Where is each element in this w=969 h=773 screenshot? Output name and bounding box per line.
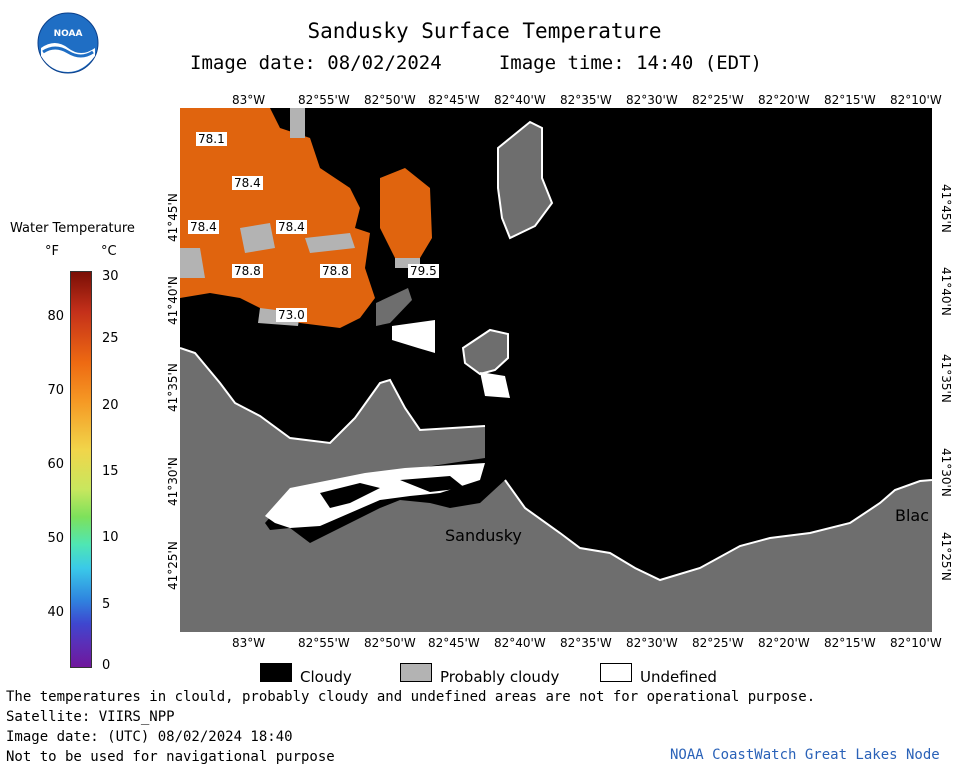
satellite-name: Satellite: VIIRS_NPP: [6, 709, 175, 725]
lat-label-right: 41°45'N: [939, 184, 953, 233]
place-blac: Blac: [895, 506, 930, 525]
navigation-warning: Not to be used for navigational purpose: [6, 749, 335, 765]
tick-c: 20: [102, 398, 119, 413]
map-title: Sandusky Surface Temperature: [307, 19, 662, 43]
legend-unit-c: °C: [101, 244, 117, 259]
lon-label-bottom: 82°55'W: [298, 636, 350, 650]
undefined-swatch: [600, 663, 632, 682]
probably-cloudy-area: [180, 248, 205, 278]
temp-label: 78.4: [188, 220, 219, 234]
temperature-colorbar: [70, 271, 92, 668]
undefined-area: [392, 320, 435, 353]
cloudy-swatch: [260, 663, 292, 682]
lat-label-left: 41°45'N: [166, 193, 180, 242]
bass-island: [461, 328, 509, 376]
temp-label: 73.0: [276, 308, 307, 322]
cloud-disclaimer: The temperatures in clould, probably clo…: [6, 689, 816, 705]
undefined-area: [480, 372, 510, 398]
lon-label-top: 82°30'W: [626, 93, 678, 107]
lon-label-top: 82°50'W: [364, 93, 416, 107]
temp-label: 78.1: [196, 132, 227, 146]
undefined-label: Undefined: [640, 668, 717, 686]
land-mainland: [180, 348, 932, 632]
utc-image-date: Image date: (UTC) 08/02/2024 18:40: [6, 729, 293, 745]
noaa-credit-link[interactable]: NOAA CoastWatch Great Lakes Node: [670, 747, 940, 763]
sandusky-bay-cloud: [320, 483, 380, 508]
lon-label-top: 82°45'W: [428, 93, 480, 107]
lat-label-right: 41°35'N: [939, 354, 953, 403]
coastline: [180, 347, 486, 445]
probably-cloudy-swatch: [400, 663, 432, 682]
coastline: [504, 479, 932, 582]
lon-label-top: 82°55'W: [298, 93, 350, 107]
temp-label: 78.4: [276, 220, 307, 234]
lon-label-top: 82°10'W: [890, 93, 942, 107]
legend-unit-f: °F: [45, 244, 59, 259]
tick-f: 70: [47, 383, 64, 398]
tick-f: 60: [47, 457, 64, 472]
noaa-logo-icon: NOAA: [37, 12, 99, 74]
probably-cloudy-area: [290, 108, 305, 138]
place-sandusky: Sandusky: [445, 526, 522, 545]
lat-label-left: 41°25'N: [166, 541, 180, 590]
lon-label-bottom: 82°15'W: [824, 636, 876, 650]
temp-label: 78.4: [232, 176, 263, 190]
island: [376, 288, 412, 326]
lon-label-bottom: 82°30'W: [626, 636, 678, 650]
warm-water-area: [380, 168, 432, 258]
lon-label-bottom: 82°25'W: [692, 636, 744, 650]
lon-label-bottom: 82°10'W: [890, 636, 942, 650]
tick-c: 15: [102, 464, 119, 479]
lat-label-left: 41°30'N: [166, 457, 180, 506]
lon-label-bottom: 82°50'W: [364, 636, 416, 650]
lat-label-right: 41°40'N: [939, 267, 953, 316]
map-canvas: [180, 108, 932, 632]
lat-label-left: 41°40'N: [166, 276, 180, 325]
temp-label: 79.5: [408, 264, 439, 278]
lon-label-bottom: 82°20'W: [758, 636, 810, 650]
logo-text: NOAA: [54, 29, 83, 39]
temperature-map[interactable]: 78.1 78.4 78.4 78.4 78.8 78.8 79.5 73.0 …: [180, 108, 932, 632]
probably-cloudy-area: [305, 233, 355, 253]
lat-label-left: 41°35'N: [166, 363, 180, 412]
cloudy-label: Cloudy: [300, 668, 352, 686]
lon-label-bottom: 82°35'W: [560, 636, 612, 650]
lon-label-top: 82°20'W: [758, 93, 810, 107]
lon-label-top: 82°15'W: [824, 93, 876, 107]
lon-label-bottom: 82°40'W: [494, 636, 546, 650]
tick-c: 25: [102, 331, 119, 346]
tick-f: 50: [47, 531, 64, 546]
probably-cloudy-label: Probably cloudy: [440, 668, 560, 686]
image-datetime: Image date: 08/02/2024 Image time: 14:40…: [190, 52, 762, 74]
tick-c: 5: [102, 597, 111, 612]
sandusky-bay-cloud: [400, 476, 465, 492]
tick-f: 40: [47, 605, 64, 620]
tick-c: 0: [102, 658, 111, 673]
tick-f: 80: [47, 309, 64, 324]
lon-label-top: 82°35'W: [560, 93, 612, 107]
lon-label-top: 83°W: [232, 93, 266, 107]
lon-label-top: 82°25'W: [692, 93, 744, 107]
lat-label-right: 41°25'N: [939, 532, 953, 581]
lon-label-top: 82°40'W: [494, 93, 546, 107]
temp-label: 78.8: [232, 264, 263, 278]
kelleys-island: [497, 120, 554, 240]
lat-label-right: 41°30'N: [939, 448, 953, 497]
lon-label-bottom: 82°45'W: [428, 636, 480, 650]
lon-label-bottom: 83°W: [232, 636, 266, 650]
temp-label: 78.8: [320, 264, 351, 278]
probably-cloudy-area: [240, 223, 275, 253]
tick-c: 30: [102, 269, 119, 284]
legend-title: Water Temperature: [10, 221, 135, 236]
tick-c: 10: [102, 530, 119, 545]
